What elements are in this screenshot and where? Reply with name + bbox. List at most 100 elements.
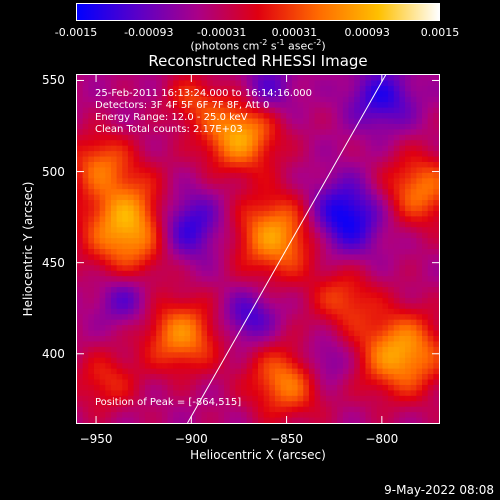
heatmap-cell	[405, 172, 412, 179]
heatmap-cell	[422, 238, 429, 245]
heatmap-cell	[410, 107, 417, 114]
heatmap-cell	[212, 129, 220, 136]
heatmap-cell	[342, 194, 350, 201]
heatmap-cell	[110, 308, 118, 315]
heatmap-cell	[314, 341, 321, 348]
heatmap-cell	[252, 216, 259, 223]
heatmap-cell	[342, 183, 350, 190]
heatmap-cell	[382, 390, 389, 397]
heatmap-cell	[280, 357, 287, 364]
heatmap-cell	[167, 243, 174, 250]
heatmap-cell	[308, 270, 316, 277]
colorbar-tick-label: -0.00093	[124, 26, 174, 39]
heatmap-cell	[388, 259, 395, 266]
heatmap-cell	[405, 162, 412, 169]
heatmap-cell	[156, 368, 163, 375]
y-tick-label: 550	[42, 73, 65, 88]
heatmap-cell	[133, 374, 140, 381]
heatmap-cell	[342, 96, 350, 103]
heatmap-cell	[190, 254, 197, 261]
heatmap-cell	[156, 303, 163, 310]
heatmap-cell	[207, 297, 214, 304]
heatmap-cell	[133, 406, 140, 413]
heatmap-cell	[280, 200, 287, 207]
heatmap-cell	[427, 205, 434, 212]
heatmap-cell	[139, 96, 146, 103]
heatmap-cell	[286, 412, 293, 419]
heatmap-cell	[144, 151, 152, 158]
heatmap-cell	[252, 390, 259, 397]
heatmap-cell	[410, 200, 417, 207]
heatmap-cell	[427, 156, 434, 163]
heatmap-cell	[354, 238, 361, 245]
heatmap-cell	[427, 216, 434, 223]
heatmap-cell	[354, 151, 361, 158]
heatmap-cell	[105, 221, 112, 228]
heatmap-cell	[410, 406, 417, 413]
heatmap-cell	[303, 200, 310, 207]
heatmap-cell	[201, 265, 208, 272]
heatmap-cell	[122, 167, 129, 174]
heatmap-cell	[246, 118, 253, 125]
heatmap-cell	[88, 254, 95, 261]
heatmap-cell	[399, 118, 406, 125]
heatmap-cell	[405, 210, 412, 217]
heatmap-cell	[184, 194, 191, 201]
heatmap-cell	[77, 292, 84, 299]
heatmap-cell	[201, 205, 208, 212]
heatmap-cell	[229, 330, 236, 337]
heatmap-cell	[405, 205, 412, 212]
heatmap-cell	[224, 205, 231, 212]
heatmap-cell	[320, 341, 327, 348]
heatmap-cell	[207, 156, 214, 163]
heatmap-cell	[93, 412, 101, 419]
heatmap-cell	[342, 162, 350, 169]
heatmap-cell	[201, 178, 208, 185]
heatmap-cell	[422, 243, 429, 250]
heatmap-cell	[297, 107, 304, 114]
heatmap-cell	[116, 151, 123, 158]
heatmap-cell	[88, 75, 95, 82]
heatmap-cell	[82, 102, 89, 109]
heatmap-cell	[342, 374, 350, 381]
heatmap-cell	[161, 417, 169, 423]
heatmap-cell	[246, 314, 253, 321]
heatmap-cell	[388, 346, 395, 353]
heatmap-cell	[388, 113, 395, 120]
heatmap-cell	[122, 189, 129, 196]
heatmap-cell	[82, 319, 89, 326]
heatmap-cell	[195, 75, 203, 82]
heatmap-cell	[388, 156, 395, 163]
heatmap-cell	[433, 102, 439, 109]
heatmap-cell	[105, 303, 112, 310]
heatmap-cell	[110, 297, 118, 304]
heatmap-cell	[252, 172, 259, 179]
heatmap-cell	[303, 172, 310, 179]
heatmap-cell	[365, 276, 372, 283]
heatmap-cell	[405, 102, 412, 109]
heatmap-cell	[422, 303, 429, 310]
heatmap-cell	[263, 341, 270, 348]
heatmap-cell	[150, 368, 157, 375]
heatmap-cell	[93, 210, 101, 217]
heatmap-cell	[122, 80, 129, 87]
heatmap-cell	[331, 363, 338, 370]
heatmap-cell	[263, 292, 270, 299]
heatmap-cell	[308, 243, 316, 250]
heatmap-cell	[207, 151, 214, 158]
heatmap-cell	[150, 292, 157, 299]
heatmap-cell	[258, 194, 265, 201]
heatmap-cell	[393, 412, 401, 419]
heatmap-cell	[201, 167, 208, 174]
heatmap-cell	[303, 167, 310, 174]
heatmap-cell	[320, 145, 327, 152]
heatmap-cell	[241, 210, 248, 217]
heatmap-cell	[82, 140, 89, 147]
heatmap-cell	[178, 270, 186, 277]
heatmap-cell	[156, 249, 163, 256]
heatmap-cell	[382, 401, 389, 408]
heatmap-cell	[161, 221, 169, 228]
heatmap-cell	[354, 270, 361, 277]
heatmap-cell	[139, 308, 146, 315]
heatmap-cell	[207, 134, 214, 141]
